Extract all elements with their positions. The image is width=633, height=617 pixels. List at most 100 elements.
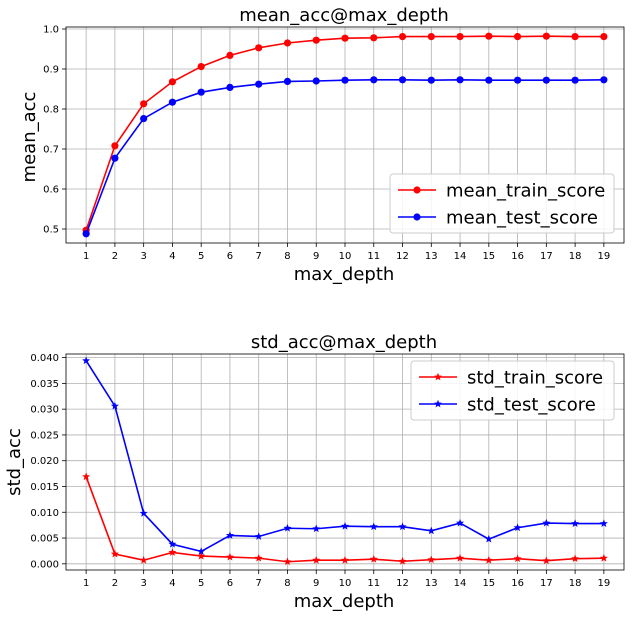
data-point [197, 547, 206, 555]
x-tick-label: 7 [256, 578, 262, 589]
x-tick-label: 11 [367, 578, 380, 589]
data-point [513, 554, 522, 563]
data-point [427, 33, 435, 41]
x-tick-label: 2 [112, 251, 118, 262]
data-point [226, 83, 234, 91]
data-point [427, 526, 436, 535]
data-point [600, 76, 608, 84]
x-tick-label: 14 [454, 578, 467, 589]
x-tick-label: 9 [313, 578, 319, 589]
y-tick-label: 0.030 [30, 405, 59, 416]
x-tick-label: 13 [425, 251, 438, 262]
plot-frame [65, 353, 625, 571]
data-point [197, 88, 205, 96]
y-tick-label: 0.7 [43, 145, 59, 156]
x-axis-label: max_depth [294, 264, 395, 285]
data-point [513, 523, 522, 532]
data-point [456, 33, 464, 41]
y-tick-label: 0.8 [43, 105, 59, 116]
data-point [197, 551, 206, 560]
y-tick-label: 1.0 [43, 25, 59, 36]
data-point [82, 230, 90, 238]
x-tick-label: 2 [112, 578, 118, 589]
data-point [168, 98, 177, 106]
data-point [254, 532, 263, 540]
data-point [110, 401, 119, 410]
data-point [542, 32, 550, 40]
data-point [197, 63, 205, 71]
data-point [312, 77, 320, 85]
y-tick-label: 0.010 [30, 508, 59, 519]
x-tick-label: 5 [198, 578, 204, 589]
data-point [82, 472, 91, 481]
data-point [599, 519, 608, 527]
x-tick-label: 18 [569, 578, 582, 589]
series-mean_train_score [82, 32, 608, 234]
data-point [369, 522, 378, 531]
data-point [225, 552, 234, 561]
data-point [398, 76, 407, 84]
data-point [139, 509, 148, 517]
data-point [283, 557, 292, 566]
x-tick-label: 16 [511, 251, 524, 262]
x-tick-label: 3 [140, 251, 146, 262]
data-point [341, 521, 349, 530]
legend-box [389, 173, 615, 234]
data-point [341, 76, 349, 84]
y-tick-label: 0.035 [30, 379, 59, 390]
y-tick-label: 0.020 [30, 456, 59, 467]
data-point [456, 518, 465, 527]
x-axis-label: max_depth [294, 591, 395, 612]
data-point [370, 34, 378, 42]
legend-label: std_test_score [467, 395, 596, 416]
series-std_test_score [82, 356, 608, 555]
data-point [283, 77, 292, 85]
data-point [542, 76, 550, 84]
data-point [82, 356, 91, 365]
data-point [484, 534, 493, 543]
data-point [139, 556, 148, 564]
data-point [571, 76, 579, 84]
data-point [255, 80, 263, 88]
x-tick-label: 7 [256, 251, 262, 262]
chart-title: mean_acc@max_depth [239, 5, 448, 26]
data-point [226, 51, 234, 60]
data-point [111, 142, 119, 150]
data-point [254, 553, 263, 562]
y-tick-label: 0.025 [30, 430, 59, 441]
data-point [140, 115, 148, 123]
x-tick-label: 12 [396, 251, 409, 262]
x-tick-label: 8 [284, 578, 290, 589]
data-point [542, 518, 551, 527]
data-point [140, 100, 148, 108]
data-point [111, 154, 119, 162]
data-point [513, 76, 522, 84]
legend-marker [434, 372, 442, 381]
x-tick-label: 10 [339, 251, 352, 262]
x-tick-label: 5 [198, 251, 204, 262]
chart-title: std_acc@max_depth [251, 332, 437, 353]
legend: mean_train_score mean_test_score [389, 173, 615, 234]
data-point [427, 555, 436, 564]
x-tick-label: 15 [482, 251, 495, 262]
y-tick-label: 0.000 [30, 559, 59, 570]
data-point [110, 549, 119, 558]
x-tick-label: 1 [83, 578, 89, 589]
legend-box [410, 360, 615, 421]
legend-label: mean_test_score [446, 208, 598, 229]
x-tick-label: 1 [83, 251, 89, 262]
data-point [341, 556, 349, 564]
y-axis-label: mean_acc [19, 92, 40, 183]
data-point [312, 524, 321, 533]
x-tick-label: 10 [339, 578, 352, 589]
data-point [571, 554, 580, 563]
x-tick-label: 19 [597, 578, 610, 589]
data-point [485, 32, 493, 40]
legend-marker [413, 213, 421, 221]
x-tick-label: 3 [140, 578, 146, 589]
data-point [485, 76, 493, 84]
x-tick-label: 17 [540, 251, 553, 262]
legend-label: std_train_score [467, 368, 603, 389]
data-point [312, 36, 320, 44]
data-point [398, 522, 407, 531]
